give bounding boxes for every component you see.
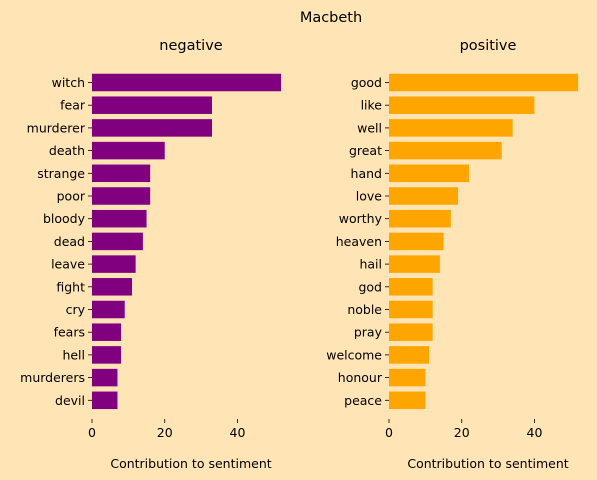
- panel-negative: negative witch fear murderer death strange po…: [20, 38, 282, 471]
- category-label-great: great: [349, 143, 382, 158]
- x-tick-label-0: 0: [385, 425, 393, 440]
- bar-welcome: [389, 346, 429, 364]
- bar-honour: [389, 368, 426, 387]
- bar-heaven: [389, 232, 444, 251]
- bar-dead: [92, 232, 143, 251]
- category-label-bloody: bloody: [43, 211, 86, 226]
- bar-strange: [92, 164, 151, 183]
- x-axis-negative: 0 20 40: [88, 419, 245, 440]
- panel-title-positive: positive: [460, 38, 517, 54]
- category-label-worthy: worthy: [339, 211, 383, 226]
- bar-god: [389, 278, 433, 296]
- bar-peace: [389, 391, 426, 410]
- x-axis-positive: 0 20 40: [385, 419, 542, 440]
- x-axis-label-positive: Contribution to sentiment: [407, 456, 568, 471]
- category-label-noble: noble: [347, 302, 382, 317]
- bar-leave: [92, 255, 136, 273]
- category-labels-negative: witch fear murderer death strange poor bloody d…: [20, 75, 92, 408]
- bar-love: [389, 187, 459, 205]
- bar-noble: [389, 300, 433, 319]
- bars-positive: [389, 73, 579, 410]
- bar-fear: [92, 96, 212, 114]
- category-label-murderer: murderer: [27, 120, 86, 135]
- bar-bloody: [92, 209, 147, 228]
- bar-hail: [389, 255, 440, 273]
- bar-hand: [389, 164, 469, 183]
- category-label-honour: honour: [338, 370, 383, 385]
- bar-murderer: [92, 119, 212, 137]
- category-label-death: death: [49, 143, 85, 158]
- bar-witch: [92, 73, 282, 92]
- bar-great: [389, 141, 502, 160]
- category-label-poor: poor: [57, 189, 86, 204]
- bar-well: [389, 119, 513, 137]
- panel-positive: positive good like well great hand love worthy…: [326, 38, 579, 471]
- bar-fears: [92, 323, 122, 341]
- bar-poor: [92, 187, 151, 205]
- bar-devil: [92, 391, 118, 410]
- category-label-god: god: [358, 279, 382, 294]
- category-label-hand: hand: [351, 166, 382, 181]
- category-label-hell: hell: [62, 347, 85, 362]
- bar-pray: [389, 323, 433, 341]
- bars-negative: [92, 73, 282, 410]
- figure-title: Macbeth: [300, 10, 362, 26]
- category-label-strange: strange: [37, 166, 85, 181]
- category-label-witch: witch: [52, 75, 85, 90]
- bar-murderers: [92, 368, 118, 387]
- category-label-good: good: [351, 75, 382, 90]
- category-label-murderers: murderers: [20, 370, 85, 385]
- category-label-fear: fear: [60, 98, 86, 113]
- category-label-welcome: welcome: [326, 347, 382, 362]
- category-label-like: like: [361, 98, 383, 113]
- x-tick-label-40: 40: [527, 425, 543, 440]
- bar-like: [389, 96, 535, 114]
- category-label-devil: devil: [55, 393, 85, 408]
- bar-death: [92, 141, 165, 160]
- category-label-fight: fight: [56, 279, 85, 294]
- x-tick-label-40: 40: [230, 425, 246, 440]
- bar-fight: [92, 278, 132, 296]
- panel-title-negative: negative: [159, 38, 222, 54]
- x-tick-label-20: 20: [157, 425, 173, 440]
- category-label-cry: cry: [66, 302, 86, 317]
- category-label-fears: fears: [54, 325, 85, 340]
- category-label-well: well: [357, 120, 382, 135]
- x-tick-label-20: 20: [454, 425, 470, 440]
- bar-hell: [92, 346, 122, 364]
- category-label-peace: peace: [344, 393, 382, 408]
- category-label-dead: dead: [54, 234, 85, 249]
- category-labels-positive: good like well great hand love worthy heaven hai…: [326, 75, 389, 408]
- category-label-hail: hail: [359, 257, 382, 272]
- category-label-pray: pray: [354, 325, 383, 340]
- bar-good: [389, 73, 579, 92]
- category-label-heaven: heaven: [336, 234, 382, 249]
- x-tick-label-0: 0: [88, 425, 96, 440]
- category-label-love: love: [356, 189, 383, 204]
- bar-cry: [92, 300, 125, 319]
- x-axis-label-negative: Contribution to sentiment: [110, 456, 271, 471]
- category-label-leave: leave: [51, 257, 85, 272]
- bar-worthy: [389, 209, 451, 228]
